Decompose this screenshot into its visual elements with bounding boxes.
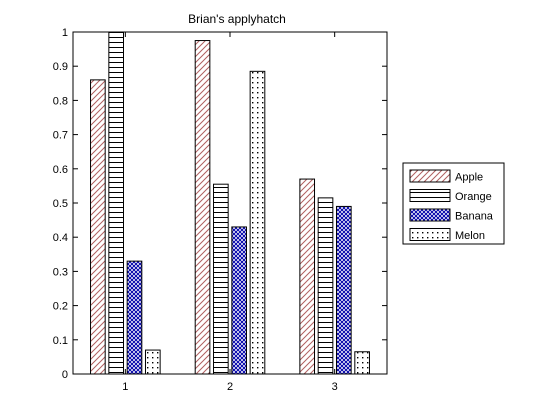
y-axis: 0 0.1 0.2 0.3 0.4 0.5 0.6 0.7 0.8 0.9 1 [53, 27, 387, 381]
bar-melon-3 [354, 351, 370, 375]
bar-melon-2 [249, 70, 266, 375]
legend: Apple Orange Banana Melon [402, 162, 505, 245]
bar-orange-2 [213, 183, 229, 375]
legend-label-melon: Melon [455, 230, 485, 242]
y-tick-label: 0.9 [53, 61, 68, 73]
legend-label-apple: Apple [455, 172, 483, 184]
x-tick-label: 2 [227, 381, 233, 393]
x-tick-label: 1 [122, 381, 128, 393]
y-tick-label: 0.6 [53, 164, 68, 176]
y-tick-label: 0.7 [53, 130, 68, 142]
y-tick-label: 0.1 [53, 335, 68, 347]
bar-banana-1 [126, 260, 143, 375]
legend-label-orange: Orange [455, 191, 492, 203]
bar-banana-2 [231, 226, 247, 375]
bar-melon-1 [144, 349, 161, 375]
bars [90, 31, 370, 375]
bar-apple-2 [194, 40, 211, 375]
bar-apple-3 [299, 178, 316, 375]
legend-swatch-melon [409, 228, 451, 241]
chart-title: Brian's applyhatch [188, 12, 286, 26]
bar-orange-1 [108, 31, 125, 375]
legend-swatch-banana [409, 208, 451, 222]
y-tick-label: 0.2 [53, 301, 68, 313]
bar-banana-3 [335, 205, 352, 375]
x-tick-label: 3 [332, 381, 338, 393]
y-tick-label: 0 [62, 369, 68, 381]
y-tick-label: 0.4 [53, 232, 68, 244]
y-tick-label: 0.3 [53, 266, 68, 278]
bar-orange-3 [317, 197, 334, 375]
bar-apple-1 [90, 79, 106, 375]
x-axis: 1 2 3 [122, 32, 338, 393]
y-tick-label: 0.5 [53, 198, 68, 210]
plot-area [72, 31, 388, 375]
y-tick-label: 0.8 [53, 95, 68, 107]
legend-swatch-apple [409, 169, 451, 183]
legend-label-banana: Banana [455, 211, 494, 223]
y-tick-label: 1 [62, 27, 68, 39]
legend-swatch-orange [409, 189, 451, 202]
